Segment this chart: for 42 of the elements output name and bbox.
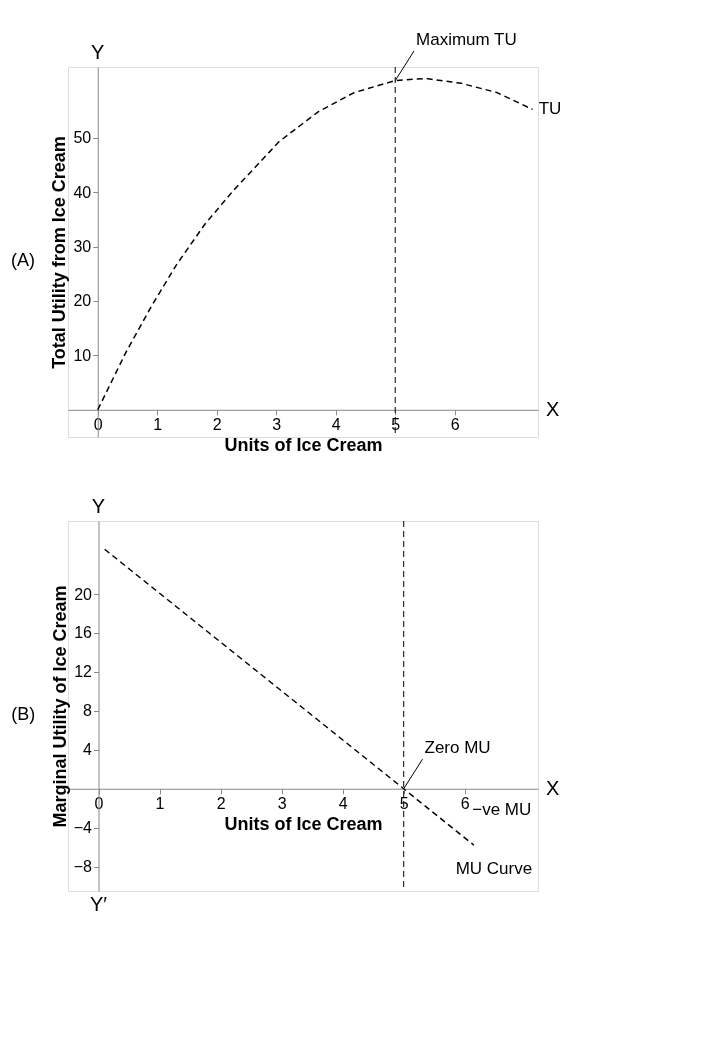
text: X: [546, 776, 560, 799]
x-tick-label: 1: [155, 795, 165, 813]
x-tick-label: 3: [277, 795, 287, 813]
y-tick-label: 20: [73, 292, 92, 310]
x-tick-label: 0: [94, 795, 104, 813]
x-axis-title: Units of Ice Cream: [224, 814, 383, 835]
text: (B): [11, 704, 36, 724]
x-tick-label: 2: [216, 795, 226, 813]
y-tick-label: 10: [73, 346, 92, 364]
y-tick-label: 30: [73, 238, 92, 256]
y-tick-label: 50: [73, 129, 92, 147]
text: Y: [91, 41, 105, 63]
y-tick-label: 20: [74, 585, 93, 603]
annotation: Maximum TU: [416, 30, 517, 49]
annotation: Zero MU: [424, 738, 491, 758]
x-tick-label: 2: [212, 416, 222, 434]
series-label: MU Curve: [455, 859, 533, 879]
y-tick-label: 12: [74, 663, 93, 681]
x-tick-label: 6: [460, 795, 470, 813]
x-axis-title: Units of Ice Cream: [224, 435, 383, 456]
x-tick-label: 3: [272, 416, 282, 434]
x-tick-label: 6: [450, 416, 460, 434]
x-tick-label: 5: [399, 795, 409, 813]
x-tick-label: 4: [331, 416, 341, 434]
annotation: −ve MU: [472, 799, 532, 819]
x-tick-label: 5: [391, 416, 401, 434]
x-tick-label: 0: [93, 416, 103, 434]
text: Y′: [89, 893, 108, 915]
y-axis-title: Total Utility from Ice Cream: [49, 136, 70, 369]
y-tick-label: −4: [73, 819, 93, 837]
y-tick-label: 40: [73, 183, 92, 201]
text: (A): [10, 250, 35, 270]
y-axis-title: Marginal Utility of Ice Cream: [49, 585, 70, 828]
text: X: [546, 397, 560, 420]
text: Y: [91, 495, 106, 517]
x-tick-label: 4: [338, 795, 348, 813]
y-tick-label: −8: [73, 858, 93, 876]
x-tick-label: 1: [153, 416, 163, 434]
series-label: TU: [538, 99, 562, 119]
y-tick-label: 16: [74, 624, 93, 642]
y-tick-label: 4: [83, 741, 93, 759]
y-tick-label: 8: [83, 702, 93, 720]
